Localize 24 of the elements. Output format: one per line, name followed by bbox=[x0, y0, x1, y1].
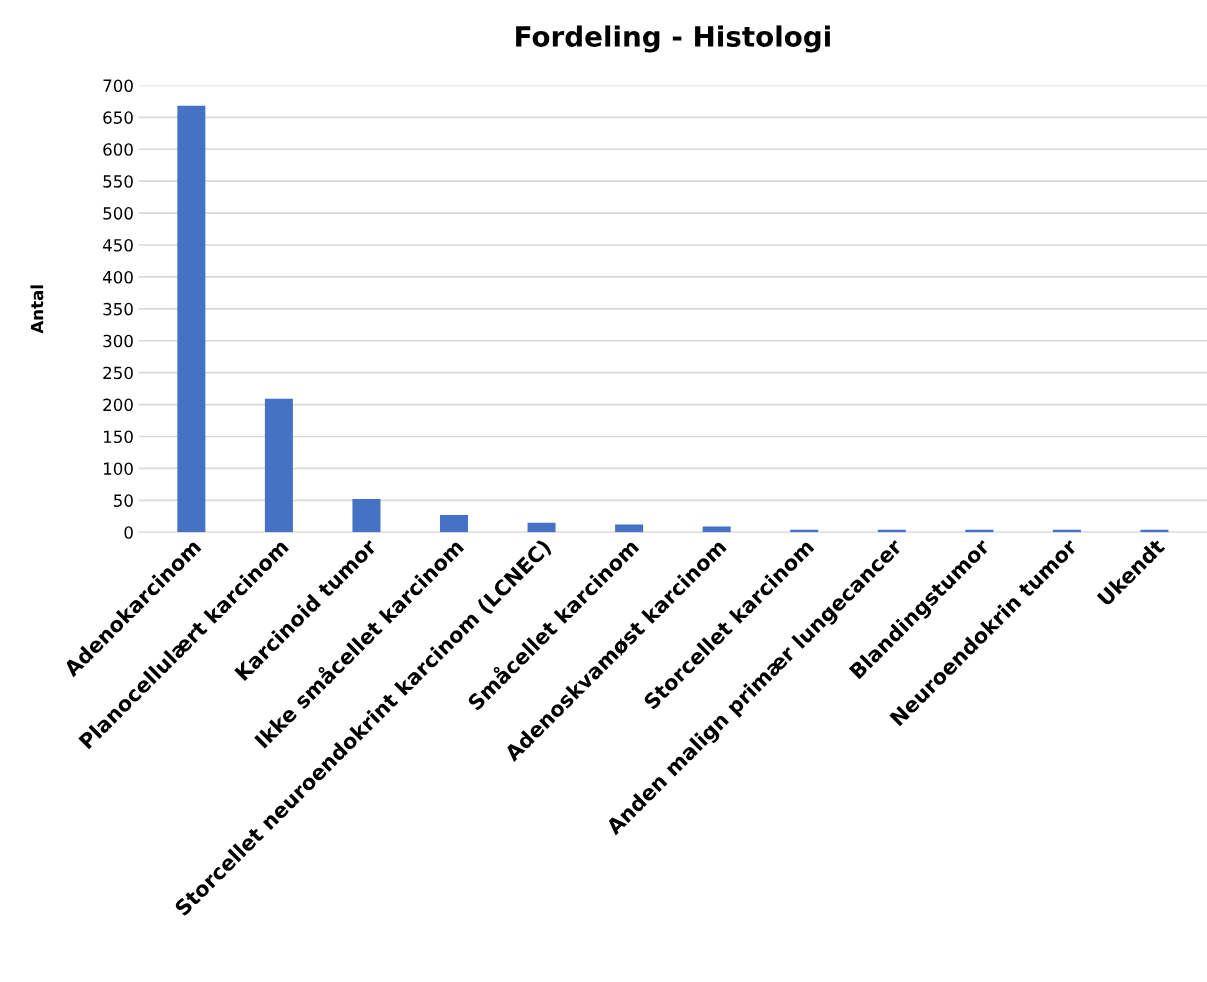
y-tick-label: 100 bbox=[103, 462, 133, 475]
y-tick-label: 450 bbox=[102, 238, 133, 252]
y-tick-label: 600 bbox=[103, 143, 133, 156]
bar bbox=[440, 515, 469, 533]
y-tick-label: 200 bbox=[103, 398, 133, 412]
y-axis-title: Antal bbox=[30, 285, 44, 334]
y-tick-label: 300 bbox=[103, 334, 133, 348]
y-tick-label: 650 bbox=[103, 111, 133, 124]
bar bbox=[352, 499, 381, 533]
bar bbox=[177, 105, 206, 533]
chart-title: Fordeling - Histologi bbox=[516, 25, 830, 53]
bar bbox=[527, 522, 556, 533]
y-tick-label: 250 bbox=[103, 366, 133, 380]
y-tick-label: 700 bbox=[103, 79, 133, 92]
bar bbox=[702, 526, 731, 533]
y-tick-label: 350 bbox=[103, 302, 133, 316]
bar bbox=[615, 524, 644, 533]
y-tick-label: 550 bbox=[103, 175, 133, 188]
y-tick-label: 0 bbox=[124, 526, 133, 539]
y-tick-label: 500 bbox=[103, 207, 133, 220]
y-tick-label: 150 bbox=[103, 430, 133, 444]
y-tick-label: 50 bbox=[114, 494, 133, 507]
bar bbox=[264, 398, 293, 533]
y-tick-label: 400 bbox=[102, 270, 133, 284]
